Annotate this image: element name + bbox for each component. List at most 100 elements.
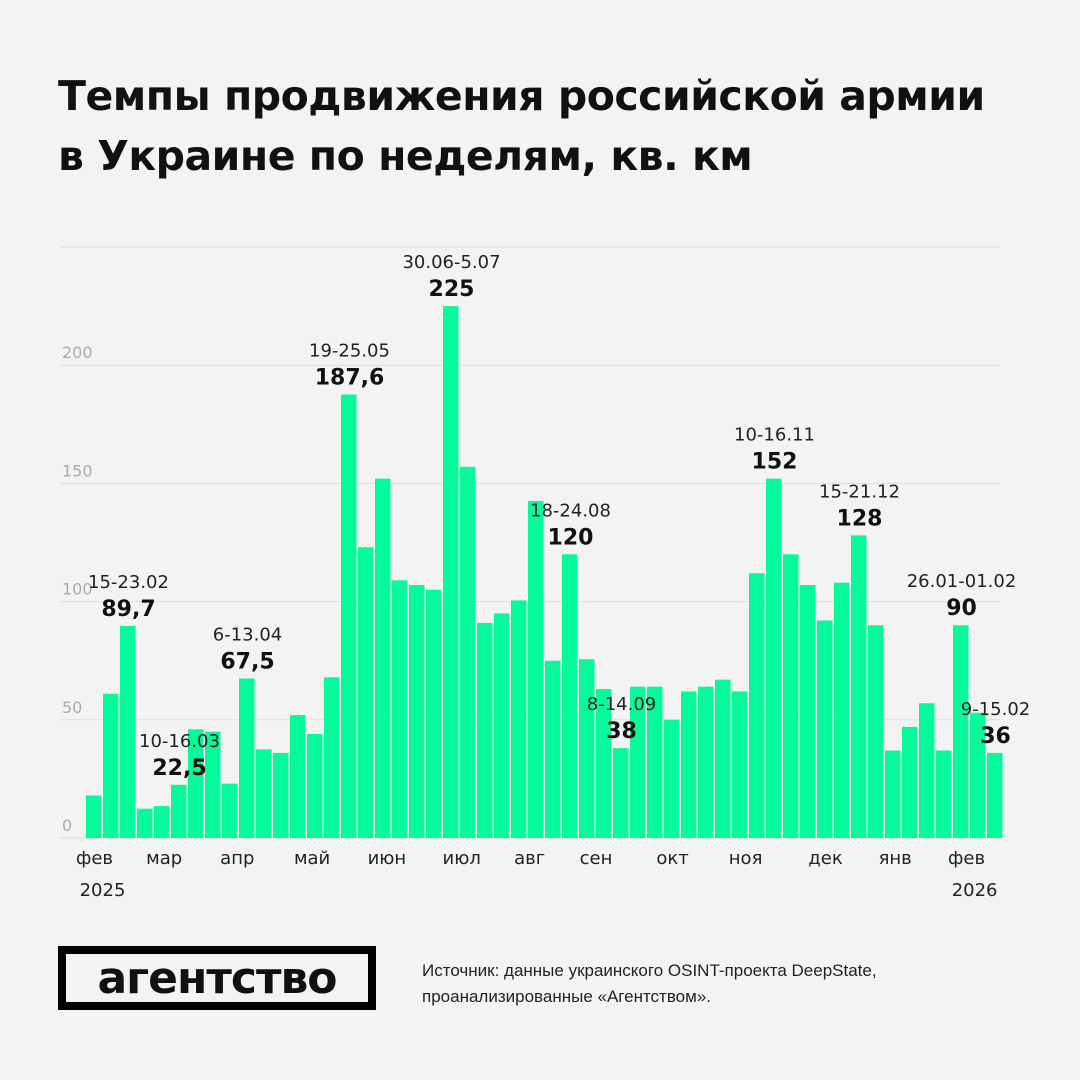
page-title: Темпы продвижения российской армии в Укр…: [58, 72, 985, 180]
bar: [834, 582, 850, 838]
bar: [528, 500, 544, 838]
bar: [256, 749, 272, 838]
annotation-value: 36: [980, 724, 1011, 749]
bar: [205, 731, 221, 838]
annotation-period: 15-23.02: [88, 572, 169, 593]
year-label: 2026: [952, 880, 998, 901]
x-tick-label: сен: [580, 848, 613, 869]
bar: [647, 686, 663, 838]
bar: [443, 306, 459, 839]
bar: [460, 466, 476, 838]
source-line-2: проанализированные «Агентством».: [422, 987, 711, 1006]
y-tick-label: 150: [62, 461, 93, 480]
x-tick-label: окт: [656, 848, 688, 869]
bar: [749, 573, 765, 838]
x-tick-label: июн: [368, 848, 407, 869]
bar: [511, 600, 527, 838]
bar: [664, 719, 680, 838]
bar: [103, 693, 119, 838]
x-tick-label: апр: [220, 848, 254, 869]
bar: [477, 622, 493, 838]
annotation-value: 90: [946, 596, 977, 621]
bar: [137, 808, 153, 838]
bar: [188, 729, 204, 838]
y-tick-label: 100: [62, 580, 93, 599]
bar: [596, 689, 612, 838]
bar: [375, 478, 391, 838]
bar: [698, 686, 714, 838]
source-line-1: Источник: данные украинского OSINT-проек…: [422, 961, 877, 980]
bar: [341, 394, 357, 838]
bar: [324, 677, 340, 838]
annotation-value: 152: [752, 450, 798, 475]
bar: [409, 585, 425, 838]
bar: [579, 659, 595, 838]
annotation-value: 67,5: [220, 649, 274, 674]
bar: [919, 703, 935, 838]
bar: [766, 478, 782, 838]
bar: [613, 748, 629, 838]
x-tick-label: фев: [948, 848, 985, 869]
x-tick-label: июл: [443, 848, 481, 869]
y-tick-label: 0: [62, 816, 72, 835]
bar: [494, 613, 510, 838]
bar: [851, 535, 867, 838]
bar: [681, 691, 697, 838]
bar-chart: 0 50 100 150 200 фев 2025 мар апр май июн июл авг сен…: [60, 246, 1030, 901]
annotation-period: 10-16.11: [734, 425, 815, 446]
x-tick-label: май: [294, 848, 330, 869]
bar: [545, 660, 561, 838]
bar: [732, 691, 748, 838]
bar: [783, 554, 799, 838]
x-tick-label: фев: [76, 848, 113, 869]
bar: [630, 686, 646, 838]
x-tick-label: мар: [146, 848, 182, 869]
bar: [120, 625, 136, 838]
bar: [987, 752, 1003, 838]
bar: [358, 547, 374, 838]
annotation-period: 30.06-5.07: [402, 252, 500, 273]
x-tick-label: янв: [879, 848, 912, 869]
y-tick-label: 200: [62, 343, 93, 362]
annotation-period: 15-21.12: [819, 481, 900, 502]
bar: [222, 783, 238, 838]
bar: [953, 625, 969, 838]
bar: [562, 554, 578, 838]
x-tick-label: авг: [514, 848, 545, 869]
bar: [86, 795, 102, 838]
annotation-period: 18-24.08: [530, 500, 611, 521]
annotation-value: 120: [548, 525, 594, 550]
x-tick-label: ноя: [729, 848, 763, 869]
bar: [817, 620, 833, 838]
annotation-period: 19-25.05: [309, 341, 390, 362]
bar: [800, 585, 816, 838]
bar: [902, 726, 918, 838]
annotation-value: 187,6: [315, 366, 385, 391]
x-tick-label: дек: [808, 848, 843, 869]
annotation-value: 89,7: [101, 597, 155, 622]
bar: [885, 750, 901, 838]
annotation-value: 22,5: [152, 756, 206, 781]
bar: [868, 625, 884, 838]
bar: [936, 750, 952, 838]
annotation-period: 9-15.02: [961, 699, 1030, 720]
agentstvo-logo: агентство: [58, 946, 376, 1010]
bar: [970, 712, 986, 838]
bar: [715, 679, 731, 838]
bar: [171, 784, 187, 838]
annotation-period: 8-14.09: [587, 694, 656, 715]
annotation-period: 26.01-01.02: [907, 571, 1017, 592]
bar: [273, 752, 289, 838]
annotation-value: 225: [429, 277, 475, 302]
year-label: 2025: [80, 880, 126, 901]
annotation-value: 38: [606, 719, 637, 744]
bar: [239, 678, 255, 838]
bar: [154, 806, 170, 838]
annotation-period: 10-16.03: [139, 731, 220, 752]
annotation-period: 6-13.04: [213, 624, 282, 645]
annotation-value: 128: [837, 506, 883, 531]
bar: [307, 733, 323, 838]
bar: [290, 715, 306, 838]
bar: [392, 580, 408, 838]
y-tick-label: 50: [62, 698, 82, 717]
